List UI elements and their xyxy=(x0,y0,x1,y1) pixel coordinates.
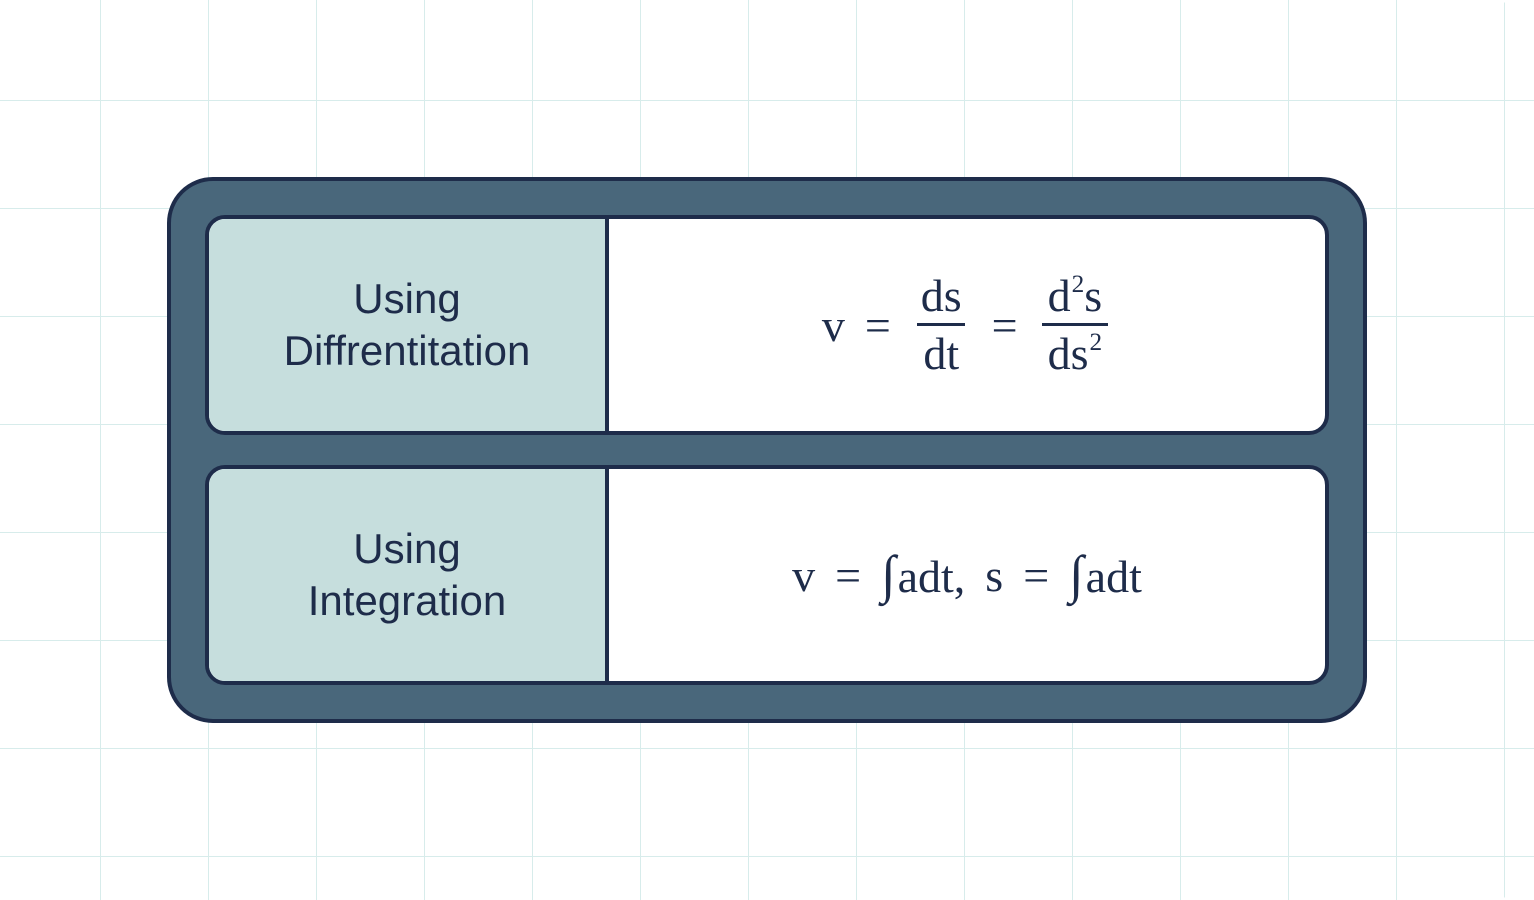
num-part: d xyxy=(1048,270,1071,321)
formula-lhs: v xyxy=(792,549,815,602)
equals-sign: = xyxy=(986,299,1024,352)
row-formula-differentiation: v = ds dt = d2s ds2 xyxy=(609,219,1325,431)
label-text: Integration xyxy=(308,577,506,624)
fraction: d2s ds2 xyxy=(1042,272,1109,378)
integral-expr: ∫adt, xyxy=(881,545,971,605)
equals-sign: = xyxy=(829,549,867,602)
row-formula-integration: v = ∫adt, s = ∫adt xyxy=(609,469,1325,681)
den-part: ds xyxy=(1048,328,1089,379)
fraction-denominator: ds2 xyxy=(1042,323,1109,378)
superscript: 2 xyxy=(1090,328,1103,356)
num-part: s xyxy=(1084,270,1102,321)
superscript: 2 xyxy=(1072,270,1085,298)
table-row: Using Integration v = ∫adt, s = ∫adt xyxy=(205,465,1329,685)
label-text: Diffrentitation xyxy=(284,327,531,374)
formula-lhs: v xyxy=(822,299,845,352)
comma: , xyxy=(954,551,972,602)
integral-body: adt xyxy=(898,551,954,602)
integral-body: adt xyxy=(1086,551,1142,602)
equals-sign: = xyxy=(859,299,897,352)
formula-lhs: s xyxy=(985,549,1003,602)
fraction: ds dt xyxy=(915,272,968,378)
grid-canvas: Using Diffrentitation v = ds dt = d2s d xyxy=(0,0,1534,900)
row-label-integration: Using Integration xyxy=(209,469,609,681)
fraction-numerator: d2s xyxy=(1042,272,1109,322)
row-label-differentiation: Using Diffrentitation xyxy=(209,219,609,431)
integral-sign: ∫ xyxy=(1069,546,1086,604)
label-text: Using xyxy=(353,525,460,572)
equals-sign: = xyxy=(1017,549,1055,602)
integral-sign: ∫ xyxy=(881,546,898,604)
fraction-denominator: dt xyxy=(917,323,965,378)
table-row: Using Diffrentitation v = ds dt = d2s d xyxy=(205,215,1329,435)
label-text: Using xyxy=(353,275,460,322)
integral-expr: ∫adt xyxy=(1069,545,1142,605)
fraction-numerator: ds xyxy=(915,272,968,322)
formula-panel: Using Diffrentitation v = ds dt = d2s d xyxy=(167,177,1367,723)
